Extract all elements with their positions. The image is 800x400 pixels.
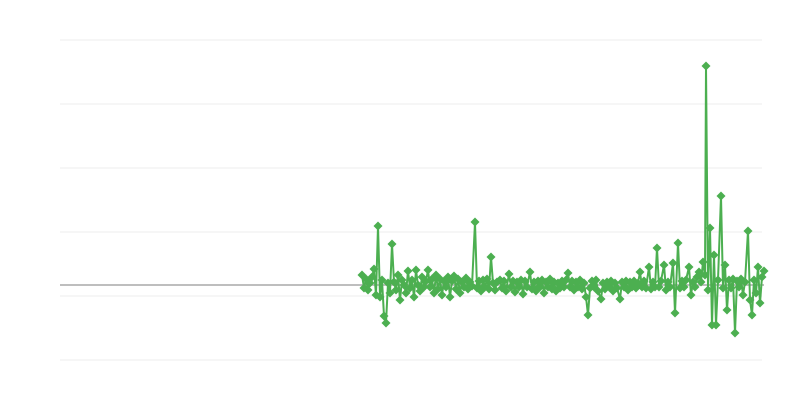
data-point-markers[interactable] [357,61,769,338]
gridlines [60,39,762,361]
